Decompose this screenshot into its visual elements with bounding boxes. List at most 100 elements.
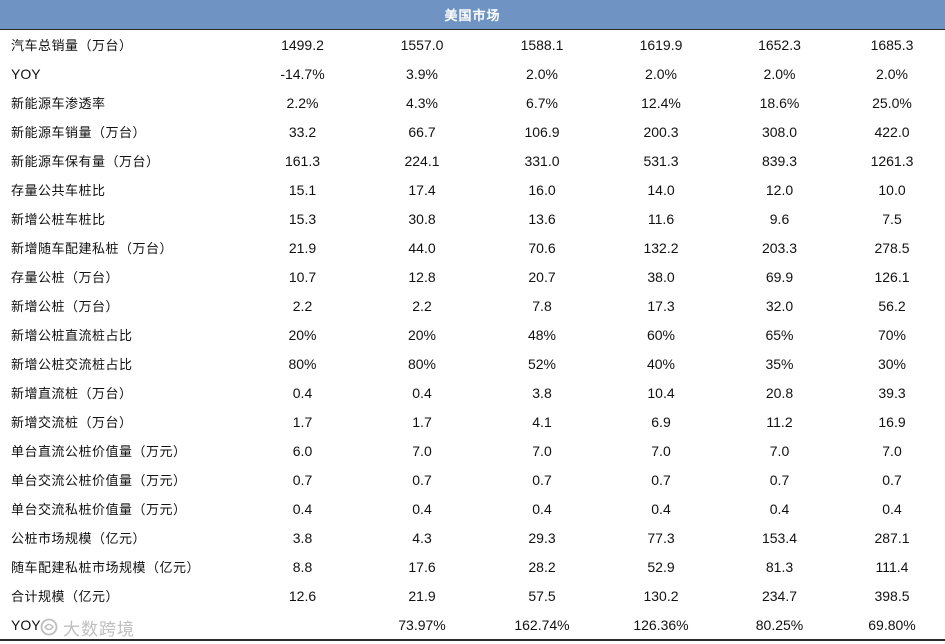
table-cell: 9.6 [769, 210, 790, 227]
table-cell: 0.7 [882, 471, 902, 488]
table-row: 新增公桩交流桩占比 80% 80% 52% 40% 35% 30% [0, 349, 945, 378]
table-cell: 69.80% [868, 616, 916, 633]
table-row: 单台直流公桩价值量（万元） 6.0 7.0 7.0 7.0 7.0 7.0 [0, 436, 945, 465]
table-cell: 29.3 [528, 529, 556, 546]
row-label: YOY [11, 65, 41, 82]
table-cell: 130.2 [643, 587, 679, 604]
table-cell: 0.4 [532, 500, 552, 517]
table-cell: 7.0 [532, 442, 552, 459]
table-cell: 331.0 [524, 152, 560, 169]
table-cell: 161.3 [284, 152, 321, 169]
table-cell: 20.7 [528, 268, 556, 285]
table-cell: 0.7 [769, 471, 790, 488]
row-label: 单台交流公桩价值量（万元） [11, 474, 187, 489]
table-cell: 38.0 [647, 268, 675, 285]
table-title: 美国市场 [444, 9, 501, 24]
table-cell: 13.6 [528, 210, 556, 227]
table-cell: 3.9% [406, 65, 438, 82]
table-cell: 20% [288, 326, 317, 343]
table-row: 单台交流公桩价值量（万元） 0.7 0.7 0.7 0.7 0.7 0.7 [0, 465, 945, 494]
row-label: YOY [11, 616, 41, 633]
table-cell: 12.0 [765, 181, 794, 198]
table-cell: 4.3% [406, 94, 438, 111]
table-cell: 1499.2 [281, 36, 324, 53]
table-cell: 39.3 [878, 384, 906, 401]
table-cell: 2.0% [763, 65, 796, 82]
row-label: 新增公桩直流桩占比 [11, 329, 133, 344]
row-label: 单台直流公桩价值量（万元） [11, 445, 187, 460]
table-cell: 1685.3 [870, 36, 914, 53]
table-cell: 30% [877, 355, 907, 372]
table-cell: 65% [765, 326, 794, 343]
table-cell: 57.5 [528, 587, 556, 604]
table-row: 单台交流私桩价值量（万元） 0.4 0.4 0.4 0.4 0.4 0.4 [0, 494, 945, 523]
table-cell: 20.8 [765, 384, 794, 401]
table-cell: 0.7 [292, 471, 313, 488]
table-cell: 0.4 [292, 384, 313, 401]
table-cell: 162.74% [514, 616, 570, 633]
table-row: 汽车总销量（万台） 1499.2 1557.0 1588.1 1619.9 16… [0, 30, 945, 59]
table-cell: -14.7% [280, 65, 325, 82]
table-cell: 21.9 [408, 587, 436, 604]
table-cell: 422.0 [874, 123, 910, 140]
table-cell: 1261.3 [870, 152, 914, 169]
table-cell: 66.7 [408, 123, 436, 140]
table-cell: 1652.3 [758, 36, 801, 53]
table-cell: 2.2 [412, 297, 432, 314]
table-cell: 12.8 [408, 268, 436, 285]
table-cell: 7.5 [882, 210, 902, 227]
table-cell: 398.5 [874, 587, 910, 604]
table-cell: 3.8 [292, 529, 313, 546]
table-cell: 10.0 [878, 181, 906, 198]
row-label: 公桩市场规模（亿元） [11, 532, 147, 547]
table-row: 随车配建私桩市场规模（亿元） 8.8 17.6 28.2 52.9 81.3 1… [0, 552, 945, 581]
row-label: 新增公桩交流桩占比 [11, 358, 133, 373]
table-cell: 0.7 [412, 471, 432, 488]
row-label: 存量公桩（万台） [11, 271, 120, 286]
table-cell: 153.4 [761, 529, 798, 546]
table-cell: 234.7 [761, 587, 798, 604]
table-cell: 30.8 [408, 210, 436, 227]
row-label: 新增随车配建私桩（万台） [11, 242, 174, 257]
table-cell: 15.1 [288, 181, 317, 198]
table-cell: 203.3 [761, 239, 798, 256]
table-cell: 7.0 [412, 442, 432, 459]
table-cell: 73.97% [398, 616, 446, 633]
table-cell: 17.4 [408, 181, 436, 198]
row-label: 新增公桩车桩比 [11, 213, 106, 228]
table-cell: 25.0% [872, 94, 912, 111]
table-cell: 7.0 [769, 442, 790, 459]
table-cell: 1.7 [412, 413, 432, 430]
table-cell: 17.3 [647, 297, 675, 314]
table-row: 新能源车保有量（万台） 161.3 224.1 331.0 531.3 839.… [0, 146, 945, 175]
table-cell: 80% [288, 355, 317, 372]
table-cell: 10.7 [288, 268, 317, 285]
table-cell: 224.1 [404, 152, 440, 169]
table-cell: 111.4 [875, 558, 909, 575]
row-label: 单台交流私桩价值量（万元） [11, 503, 187, 518]
table-cell: 308.0 [761, 123, 798, 140]
table-cell: 2.2% [286, 94, 319, 111]
table-cell: 12.6 [288, 587, 317, 604]
table-cell: 0.4 [769, 500, 790, 517]
table-cell: 7.0 [882, 442, 902, 459]
table-bottom-border [0, 639, 945, 641]
table-cell: 70% [877, 326, 907, 343]
row-label: 新能源车销量（万台） [11, 126, 147, 141]
table-cell: 1588.1 [520, 36, 564, 53]
table-cell: 1619.9 [639, 36, 683, 53]
table-row: 合计规模（亿元） 12.6 21.9 57.5 130.2 234.7 398.… [0, 581, 945, 610]
table-cell: 1.7 [292, 413, 313, 430]
table-cell: 287.1 [874, 529, 910, 546]
table-cell: 70.6 [528, 239, 556, 256]
table-cell: 4.3 [412, 529, 432, 546]
table-cell: 12.4% [641, 94, 681, 111]
table-cell: 33.2 [288, 123, 317, 140]
table-cell: 14.0 [647, 181, 675, 198]
table-cell: 60% [646, 326, 676, 343]
table-row: 新增随车配建私桩（万台） 21.9 44.0 70.6 132.2 203.3 … [0, 233, 945, 262]
table-row: 存量公共车桩比 15.1 17.4 16.0 14.0 12.0 10.0 [0, 175, 945, 204]
table-cell: 16.0 [528, 181, 556, 198]
table-cell: 132.2 [643, 239, 679, 256]
table-cell: 0.4 [651, 500, 671, 517]
